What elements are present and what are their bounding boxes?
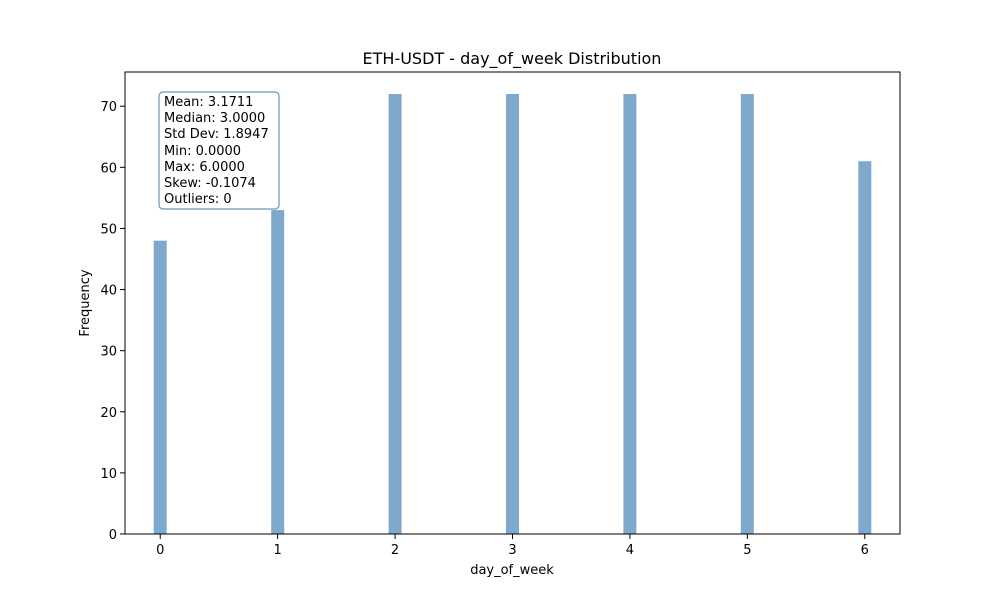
bars-group [153,94,872,534]
y-tick-label: 0 [109,528,117,543]
stats-line-max: Max: 6.0000 [164,160,245,175]
histogram-bar [740,94,754,534]
y-tick-label: 50 [100,222,117,237]
y-tick-label: 70 [100,100,117,115]
y-tick-label: 10 [100,467,117,482]
y-axis-ticks: 0 10 20 30 40 50 60 70 [100,100,125,543]
x-tick-label: 6 [861,543,869,558]
histogram-bar [506,94,519,534]
chart-title: ETH-USDT - day_of_week Distribution [363,49,662,69]
y-tick-label: 60 [100,161,117,176]
stats-line-outliers: Outliers: 0 [164,192,232,207]
stats-line-std-dev: Std Dev: 1.8947 [164,127,269,142]
histogram-bar [623,94,637,534]
x-tick-label: 5 [743,543,751,558]
y-axis-label: Frequency [78,269,93,336]
x-tick-label: 3 [508,543,516,558]
stats-box: Mean: 3.1711 Median: 3.0000 Std Dev: 1.8… [158,91,280,210]
x-tick-label: 0 [156,543,164,558]
x-axis-label: day_of_week [470,563,554,578]
stats-line-median: Median: 3.0000 [164,111,265,126]
y-tick-label: 40 [100,284,117,299]
y-tick-label: 20 [100,406,117,421]
histogram-bar [858,161,872,534]
stats-line-min: Min: 0.0000 [164,144,241,159]
stats-line-skew: Skew: -0.1074 [164,176,256,191]
stats-box-frame [158,91,280,210]
stats-line-mean: Mean: 3.1711 [164,95,253,110]
histogram-bar [153,240,167,534]
histogram-bar [271,210,285,534]
x-tick-label: 4 [626,543,634,558]
histogram-bar [388,94,402,534]
x-axis-ticks: 0 1 2 3 4 5 6 [156,534,869,558]
x-tick-label: 2 [391,543,399,558]
y-tick-label: 30 [100,345,117,360]
x-tick-label: 1 [274,543,282,558]
